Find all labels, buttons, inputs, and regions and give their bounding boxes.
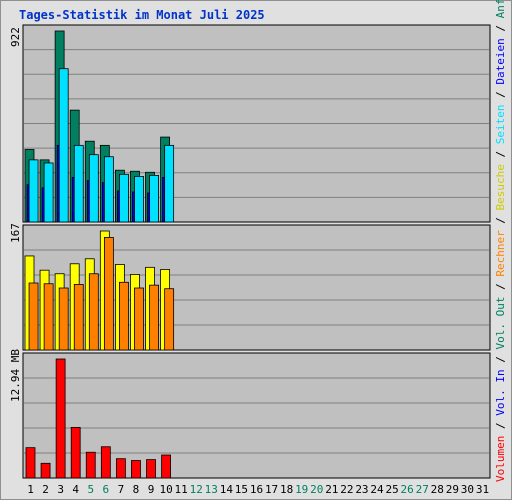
bar-volumen-day-9 [146, 459, 156, 479]
legend-item-vol-out: Vol. Out [494, 296, 507, 350]
x-tick-label: 9 [148, 483, 155, 496]
bar-seiten-day-10 [164, 144, 175, 223]
x-tick-label: 8 [133, 483, 140, 496]
bar-rechner-day-4 [73, 284, 84, 351]
bar-volumen-day-8 [131, 460, 141, 479]
x-tick-label: 24 [370, 483, 384, 496]
bar-volumen-day-10 [161, 454, 171, 479]
x-tick-label: 29 [446, 483, 459, 496]
legend-separator: / [494, 18, 507, 39]
x-tick-label: 5 [87, 483, 94, 496]
bar-rechner-day-10 [164, 288, 175, 351]
bar-seiten-day-4 [73, 144, 84, 223]
x-tick-label: 4 [72, 483, 79, 496]
legend-separator: / [494, 210, 507, 231]
x-tick-label: 3 [57, 483, 64, 496]
bar-rechner-day-1 [28, 282, 39, 351]
x-tick-label: 25 [385, 483, 398, 496]
x-tick-label: 10 [159, 483, 172, 496]
x-tick-label: 2 [42, 483, 49, 496]
x-tick-label: 15 [235, 483, 248, 496]
bar-volumen-day-2 [40, 462, 51, 479]
bar-volumen-day-6 [100, 446, 111, 479]
legend-item-vol-in: Vol. In [494, 369, 507, 416]
bar-rechner-day-3 [58, 287, 69, 351]
x-tick-label: 1 [27, 483, 34, 496]
bar-rechner-day-6 [103, 237, 114, 351]
x-tick-label: 27 [416, 483, 429, 496]
legend-item-dateien: Dateien [494, 38, 507, 85]
x-tick-label: 30 [461, 483, 474, 496]
bar-volumen-day-4 [70, 427, 81, 479]
bar-rechner-day-5 [88, 273, 99, 351]
x-tick-label: 13 [205, 483, 218, 496]
x-tick-label: 28 [431, 483, 444, 496]
panel-3-background [22, 352, 491, 479]
bar-rechner-day-8 [134, 287, 144, 351]
bar-volumen-day-5 [85, 451, 96, 479]
bar-volumen-day-3 [55, 358, 66, 479]
bar-seiten-day-1 [28, 159, 39, 223]
legend-item-seiten: Seiten [494, 104, 507, 145]
chart-legend: Volumen / Vol. In / Vol. Out / Rechner /… [494, 0, 507, 482]
legend-separator: / [494, 349, 507, 370]
x-tick-label: 20 [310, 483, 323, 496]
x-tick-label: 31 [476, 483, 489, 496]
legend-separator: / [494, 415, 507, 436]
x-tick-label: 22 [340, 483, 353, 496]
legend-item-anfragen: Anfragen [494, 0, 507, 18]
bar-seiten-day-8 [134, 176, 144, 223]
legend-item-volumen: Volumen [494, 435, 507, 482]
x-tick-label: 23 [355, 483, 368, 496]
x-tick-label: 21 [325, 483, 338, 496]
x-tick-label: 11 [175, 483, 188, 496]
chart-title: Tages-Statistik im Monat Juli 2025 [19, 8, 265, 22]
x-tick-label: 7 [118, 483, 125, 496]
legend-item-besuche: Besuche [494, 164, 507, 211]
x-tick-label: 19 [295, 483, 308, 496]
x-tick-label: 6 [103, 483, 110, 496]
bar-rechner-day-7 [119, 281, 129, 351]
legend-item-rechner: Rechner [494, 230, 507, 277]
bar-rechner-day-9 [149, 284, 159, 351]
bar-seiten-day-9 [149, 174, 159, 223]
bar-volumen-day-1 [25, 447, 36, 479]
x-tick-label: 17 [265, 483, 278, 496]
x-tick-label: 14 [220, 483, 234, 496]
bar-seiten-day-2 [43, 162, 54, 223]
x-tick-label: 26 [401, 483, 414, 496]
legend-separator: / [494, 144, 507, 165]
bar-seiten-day-6 [103, 156, 114, 223]
bar-seiten-day-7 [119, 173, 129, 223]
bar-rechner-day-2 [43, 283, 54, 351]
bar-volumen-day-7 [115, 458, 126, 479]
legend-separator: / [494, 276, 507, 297]
legend-separator: / [494, 84, 507, 105]
bar-seiten-day-5 [88, 154, 99, 223]
bar-seiten-day-3 [58, 68, 69, 223]
x-tick-label: 18 [280, 483, 293, 496]
x-tick-label: 12 [190, 483, 203, 496]
x-tick-label: 16 [250, 483, 263, 496]
